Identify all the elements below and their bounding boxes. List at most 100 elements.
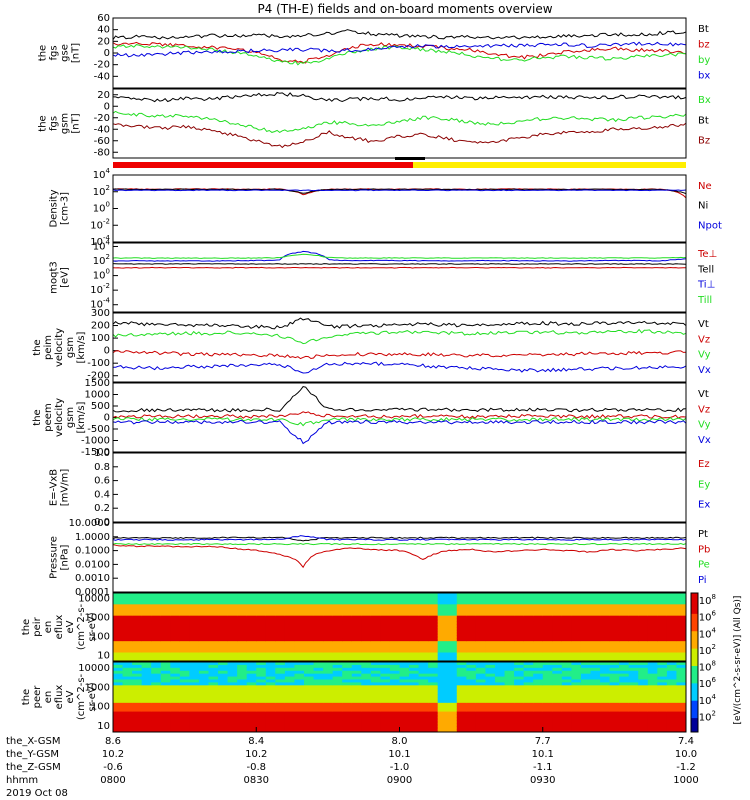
spectrogram-cell (676, 714, 687, 718)
spectrogram-cell (160, 598, 171, 602)
spectrogram-cell (542, 688, 553, 692)
spectrogram-cell (389, 723, 400, 727)
spectrogram-cell (657, 729, 668, 733)
legend-pressure-2: Pe (698, 560, 710, 571)
spectrogram-cell (647, 699, 658, 704)
spectrogram-cell (370, 705, 381, 710)
spectrogram-cell (189, 694, 200, 698)
spectrogram-cell (313, 624, 324, 628)
spectrogram-cell (552, 658, 563, 662)
spectrogram-cell (561, 664, 572, 669)
spectrogram-cell (485, 658, 496, 662)
spectrogram-cell (313, 667, 324, 672)
spectrogram-cell (122, 697, 133, 701)
spectrogram-cell (304, 729, 315, 733)
spectrogram-cell (170, 610, 181, 614)
spectrogram-cell (389, 717, 400, 721)
spectrogram-cell (351, 652, 362, 656)
spectrogram-cell (437, 688, 448, 692)
spectrogram-cell (160, 705, 171, 710)
spectrogram-cell (170, 595, 181, 600)
spectrogram-cell (132, 717, 143, 721)
spectrogram-cell (542, 627, 553, 631)
spectrogram-cell (552, 621, 563, 625)
spectrogram-cell (609, 646, 620, 651)
spectrogram-cell (141, 673, 152, 678)
spectrogram-cell (456, 655, 467, 659)
spectrogram-cell (170, 676, 181, 680)
spectrogram-cell (265, 676, 276, 680)
spectrogram-cell (342, 670, 353, 675)
spectrogram-cell (428, 714, 439, 718)
spectrogram-cell (304, 649, 315, 653)
spectrogram-cell (179, 624, 190, 628)
spectrogram-cell (246, 691, 257, 695)
spectrogram-cell (437, 679, 448, 683)
spectrogram-cell (428, 705, 439, 710)
spectrogram-cell (638, 593, 649, 597)
spectrogram-cell (666, 641, 677, 645)
spectrogram-cell (370, 664, 381, 669)
spectrogram-cell (275, 670, 286, 675)
spectrogram-cell (638, 662, 649, 666)
spectrogram-cell (580, 621, 591, 625)
spectrogram-cell (351, 607, 362, 611)
ylabel-peir-6: sr-eV) (87, 612, 98, 641)
ytick-efield-2: 0.6 (94, 476, 110, 487)
series-fgs_gsm-1 (113, 91, 687, 103)
xaxis-row-label-y: the_Y-GSM (6, 749, 59, 760)
spectrogram-cell (456, 610, 467, 614)
spectrogram-cell (198, 621, 209, 625)
spectrogram-cell (370, 629, 381, 634)
spectrogram-cell (514, 682, 525, 686)
spectrogram-cell (647, 714, 658, 718)
spectrogram-cell (600, 612, 611, 617)
spectrogram-cell (160, 607, 171, 611)
spectrogram-cell (189, 607, 200, 611)
spectrogram-cell (418, 638, 429, 642)
spectrogram-cell (552, 699, 563, 704)
spectrogram-cell (170, 615, 181, 619)
spectrogram-cell (170, 679, 181, 683)
spectrogram-cell (160, 694, 171, 698)
spectrogram-cell (284, 699, 295, 704)
spectrogram-cell (151, 629, 162, 634)
legend-efield-1: Ey (698, 479, 710, 490)
spectrogram-cell (237, 604, 248, 608)
spectrogram-cell (275, 627, 286, 631)
panel-peir: the peir en eflux eV (cm^2-s-sr-eV)1000010001… (21, 592, 687, 662)
spectrogram-cell (265, 662, 276, 666)
spectrogram-cell (504, 595, 515, 600)
spectrogram-cell (151, 723, 162, 727)
spectrogram-cell (456, 702, 467, 707)
spectrogram-cell (313, 646, 324, 651)
spectrogram-cell (389, 629, 400, 634)
spectrogram-cell (533, 646, 544, 651)
spectrogram-cell (542, 621, 553, 625)
spectrogram-cell (619, 624, 630, 628)
spectrogram-cell (657, 658, 668, 662)
spectrogram-cell (198, 726, 209, 730)
spectrogram-cell (122, 646, 133, 651)
spectrogram-cell (237, 705, 248, 710)
spectrogram-cell (609, 615, 620, 619)
spectrogram-cell (514, 629, 525, 634)
spectrogram-cell (284, 723, 295, 727)
spectrogram-cell (418, 676, 429, 680)
spectrogram-cell (418, 699, 429, 704)
colorbar-cell (691, 665, 698, 670)
spectrogram-cell (256, 629, 267, 634)
spectrogram-cell (571, 726, 582, 730)
spectrogram-cell (475, 720, 486, 724)
spectrogram-cell (485, 705, 496, 710)
spectrogram-cell (170, 649, 181, 653)
spectrogram-cell (638, 601, 649, 605)
spectrogram-cell (132, 726, 143, 730)
spectrogram-cell (141, 694, 152, 698)
spectrogram-cell (380, 593, 391, 597)
spectrogram-cell (332, 618, 343, 622)
spectrogram-cell (246, 694, 257, 698)
spectrogram-cell (170, 629, 181, 634)
spectrogram-cell (342, 682, 353, 686)
spectrogram-cell (198, 595, 209, 600)
